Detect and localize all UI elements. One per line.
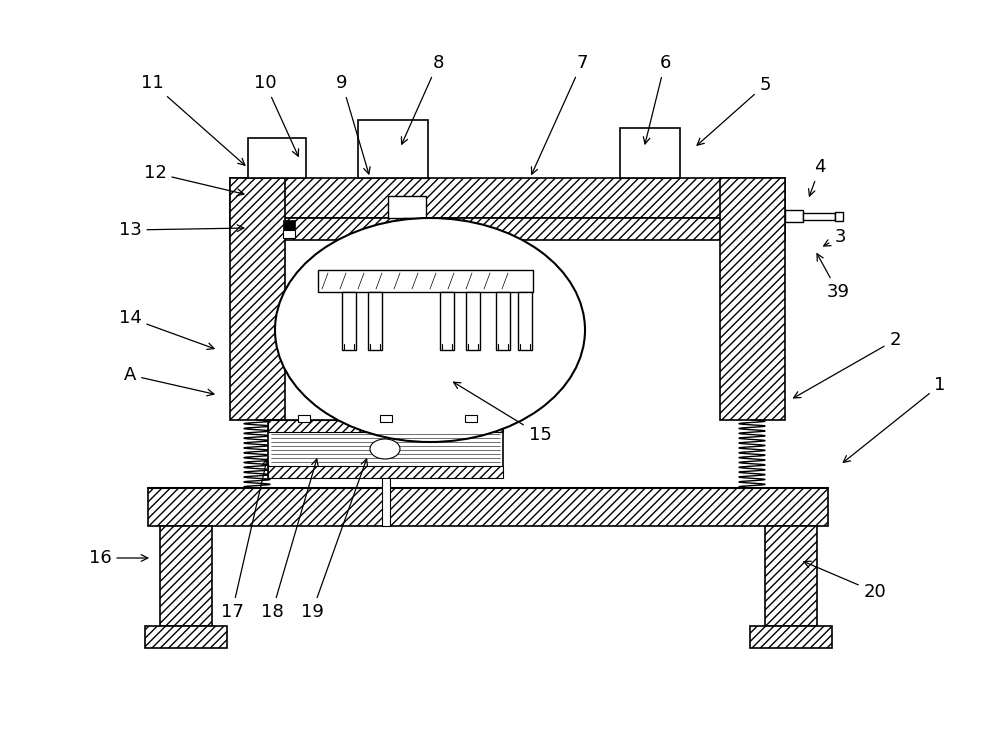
Text: 16: 16 [89, 549, 148, 567]
Bar [160, 526, 212, 626]
Ellipse shape [275, 218, 585, 442]
Bar [230, 178, 785, 218]
Text: 11: 11 [141, 74, 245, 166]
Bar [342, 292, 356, 350]
Bar [720, 178, 785, 420]
Bar [268, 420, 503, 478]
Text: 15: 15 [454, 382, 551, 444]
Bar [440, 292, 454, 350]
Text: 17: 17 [221, 459, 269, 621]
Bar [268, 420, 503, 432]
Bar [230, 218, 285, 240]
Bar [368, 292, 382, 350]
Bar [268, 466, 503, 478]
Text: 20: 20 [804, 561, 886, 601]
Bar [283, 230, 295, 238]
Text: 39: 39 [817, 254, 850, 301]
Bar [620, 128, 680, 178]
Text: 13: 13 [119, 221, 244, 239]
Bar [230, 178, 285, 420]
Bar [298, 415, 310, 422]
Text: 19: 19 [301, 459, 367, 621]
Bar [285, 218, 785, 240]
Bar [750, 626, 832, 648]
Bar [465, 415, 477, 422]
Text: 9: 9 [336, 74, 370, 174]
Bar [382, 478, 390, 526]
Bar [785, 210, 803, 222]
Bar [403, 218, 411, 246]
Bar [358, 120, 428, 178]
Bar [248, 138, 306, 178]
Text: 3: 3 [824, 228, 846, 246]
Text: 8: 8 [401, 54, 444, 144]
Bar [382, 478, 390, 526]
Text: 2: 2 [794, 331, 901, 398]
Text: 7: 7 [531, 54, 588, 174]
Text: 14: 14 [119, 309, 214, 350]
Text: A: A [124, 366, 214, 396]
Bar [318, 270, 533, 292]
Ellipse shape [370, 439, 400, 459]
Bar [518, 292, 532, 350]
Bar [466, 292, 480, 350]
Text: 1: 1 [843, 376, 946, 462]
Text: 5: 5 [697, 76, 771, 145]
Text: 4: 4 [809, 158, 826, 196]
Text: 10: 10 [254, 74, 299, 156]
Bar [148, 488, 828, 526]
Text: 18: 18 [261, 459, 318, 621]
Text: 12: 12 [144, 164, 244, 196]
Bar [380, 415, 392, 422]
Bar [835, 212, 843, 221]
Bar [765, 526, 817, 626]
Bar [803, 213, 835, 220]
Bar [496, 292, 510, 350]
Bar [388, 196, 426, 218]
Text: 6: 6 [643, 54, 671, 144]
Bar [283, 220, 295, 230]
Bar [145, 626, 227, 648]
